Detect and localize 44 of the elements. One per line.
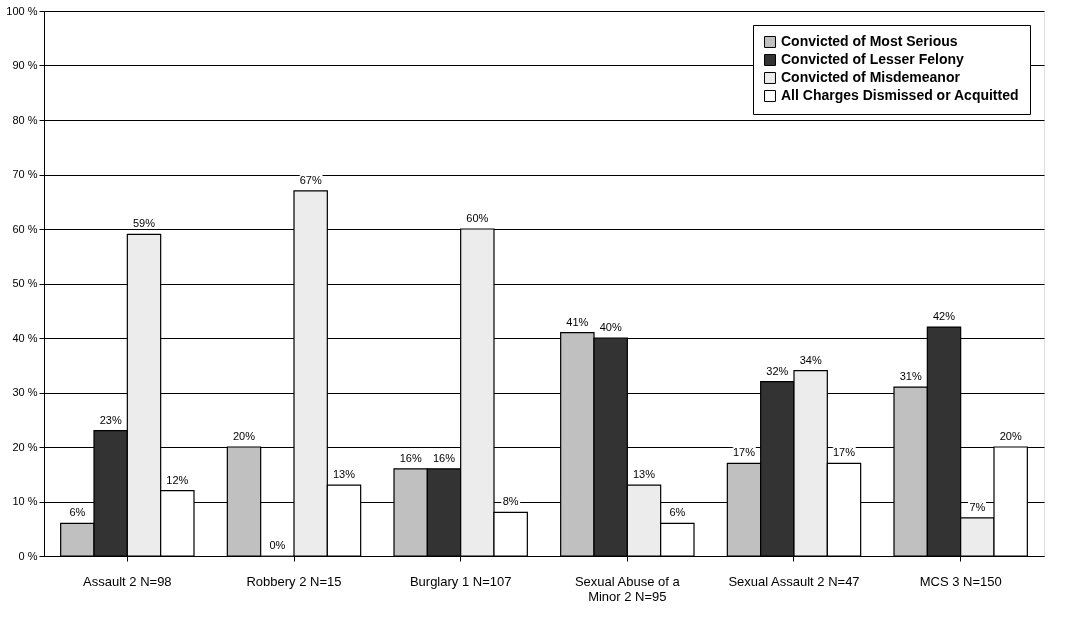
legend-label: Convicted of Misdemeanor	[781, 69, 961, 85]
x-tick-label: Sexual Abuse of a Minor 2 N=95	[574, 573, 681, 604]
x-tick-label: Assault 2 N=98	[83, 573, 172, 589]
data-label: 32%	[766, 364, 789, 377]
data-label: 20%	[232, 430, 256, 442]
data-label: 16%	[399, 451, 422, 464]
data-label: 12%	[166, 473, 189, 486]
data-label: 20%	[999, 430, 1022, 442]
data-label: 31%	[899, 370, 922, 383]
legend-label: Convicted of Lesser Felony	[781, 51, 965, 67]
data-label: 41%	[566, 315, 589, 328]
data-label: 23%	[99, 413, 122, 426]
data-label: 13%	[332, 468, 356, 481]
y-tick-label: 30 %	[12, 386, 38, 398]
y-tick-label: 20 %	[12, 440, 38, 453]
x-tick-label: MCS 3 N=150	[919, 573, 1002, 589]
data-label: 16%	[432, 451, 456, 464]
data-label: 42%	[932, 310, 956, 323]
y-tick-label: 100 %	[6, 4, 38, 17]
data-label: 6%	[669, 506, 686, 519]
data-label: 13%	[632, 468, 656, 481]
y-tick-label: 90 %	[12, 59, 38, 71]
data-label: 60%	[466, 212, 489, 224]
y-tick-label: 40 %	[12, 331, 38, 344]
y-tick-label: 10 %	[12, 495, 38, 507]
data-label: 0%	[269, 539, 286, 551]
y-tick-label: 80 %	[12, 113, 38, 126]
legend-label: Convicted of Most Serious	[781, 33, 958, 49]
x-tick-label: Robbery 2 N=15	[246, 573, 342, 589]
y-tick-label: 0 %	[18, 549, 38, 562]
legend-label: All Charges Dismissed or Acquitted	[781, 87, 1019, 103]
x-tick-label: Sexual Assault 2 N=47	[728, 573, 860, 589]
data-label: 67%	[299, 173, 322, 186]
y-tick-label: 50 %	[12, 277, 38, 289]
x-tick-label: Burglary 1 N=107	[409, 573, 512, 589]
data-label: 17%	[732, 446, 756, 459]
y-tick-label: 70 %	[12, 168, 38, 180]
y-tick-label: 60 %	[12, 222, 38, 235]
data-label: 7%	[969, 500, 986, 513]
data-label: 34%	[799, 353, 822, 366]
data-label: 59%	[132, 217, 156, 230]
data-label: 17%	[832, 446, 856, 459]
data-label: 6%	[69, 506, 86, 519]
data-label: 40%	[599, 321, 622, 333]
